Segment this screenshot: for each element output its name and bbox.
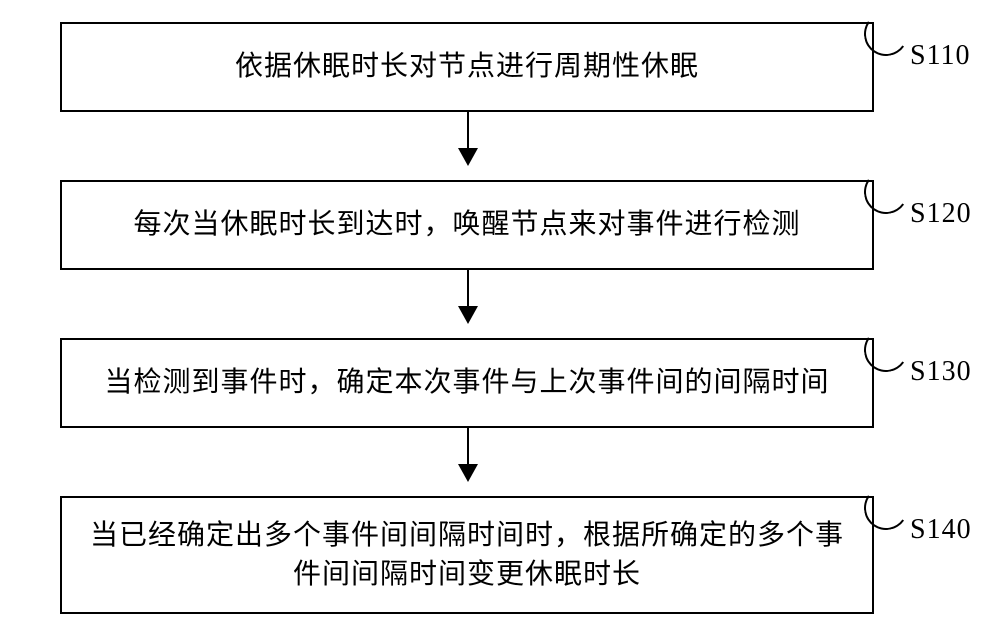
step-box-s140: 当已经确定出多个事件间间隔时间时，根据所确定的多个事件间间隔时间变更休眠时长 <box>60 496 874 614</box>
step-box-s110: 依据休眠时长对节点进行周期性休眠 <box>60 22 874 112</box>
arrow-1 <box>467 112 469 164</box>
step-text-s120: 每次当休眠时长到达时，唤醒节点来对事件进行检测 <box>133 205 800 244</box>
arrow-2 <box>467 270 469 322</box>
arrow-3 <box>467 428 469 480</box>
step-box-s120: 每次当休眠时长到达时，唤醒节点来对事件进行检测 <box>60 180 874 270</box>
step-label-s110: S110 <box>910 40 971 72</box>
flowchart-canvas: 依据休眠时长对节点进行周期性休眠 S110 每次当休眠时长到达时，唤醒节点来对事… <box>0 0 1000 632</box>
step-label-s120: S120 <box>910 198 972 230</box>
step-text-s110: 依据休眠时长对节点进行周期性休眠 <box>235 47 699 86</box>
step-box-s130: 当检测到事件时，确定本次事件与上次事件间的间隔时间 <box>60 338 874 428</box>
step-text-s130: 当检测到事件时，确定本次事件与上次事件间的间隔时间 <box>104 363 829 402</box>
step-text-s140: 当已经确定出多个事件间间隔时间时，根据所确定的多个事件间间隔时间变更休眠时长 <box>82 516 852 594</box>
step-label-s130: S130 <box>910 356 972 388</box>
step-label-s140: S140 <box>910 514 972 546</box>
